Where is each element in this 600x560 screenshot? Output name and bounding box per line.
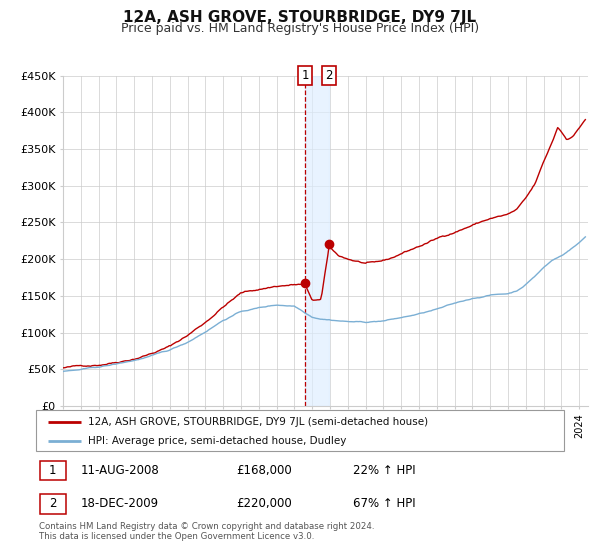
Text: 1: 1 [301, 69, 309, 82]
Text: £168,000: £168,000 [236, 464, 292, 477]
Text: 12A, ASH GROVE, STOURBRIDGE, DY9 7JL (semi-detached house): 12A, ASH GROVE, STOURBRIDGE, DY9 7JL (se… [88, 417, 428, 427]
Text: £220,000: £220,000 [236, 497, 292, 510]
Text: 11-AUG-2008: 11-AUG-2008 [81, 464, 160, 477]
Text: 22% ↑ HPI: 22% ↑ HPI [353, 464, 415, 477]
Text: 2: 2 [49, 497, 56, 510]
FancyBboxPatch shape [40, 461, 65, 480]
Text: 2: 2 [325, 69, 333, 82]
Bar [305, 76, 329, 406]
Text: 12A, ASH GROVE, STOURBRIDGE, DY9 7JL: 12A, ASH GROVE, STOURBRIDGE, DY9 7JL [124, 10, 476, 25]
Text: 18-DEC-2009: 18-DEC-2009 [81, 497, 159, 510]
Text: Price paid vs. HM Land Registry's House Price Index (HPI): Price paid vs. HM Land Registry's House … [121, 22, 479, 35]
FancyBboxPatch shape [40, 494, 65, 514]
Text: Contains HM Land Registry data © Crown copyright and database right 2024.
This d: Contains HM Land Registry data © Crown c… [39, 522, 374, 542]
Text: 1: 1 [49, 464, 56, 477]
Text: 67% ↑ HPI: 67% ↑ HPI [353, 497, 415, 510]
FancyBboxPatch shape [36, 410, 564, 451]
Text: HPI: Average price, semi-detached house, Dudley: HPI: Average price, semi-detached house,… [88, 436, 346, 446]
